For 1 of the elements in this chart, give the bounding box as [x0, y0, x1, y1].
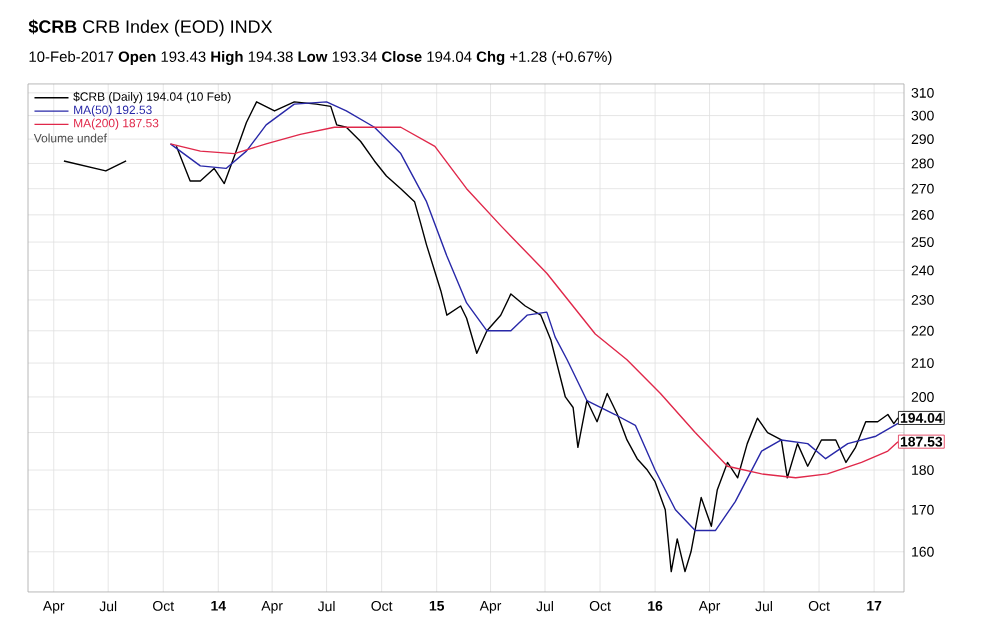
- chart-title: $CRB CRB Index (EOD) INDX: [28, 19, 273, 37]
